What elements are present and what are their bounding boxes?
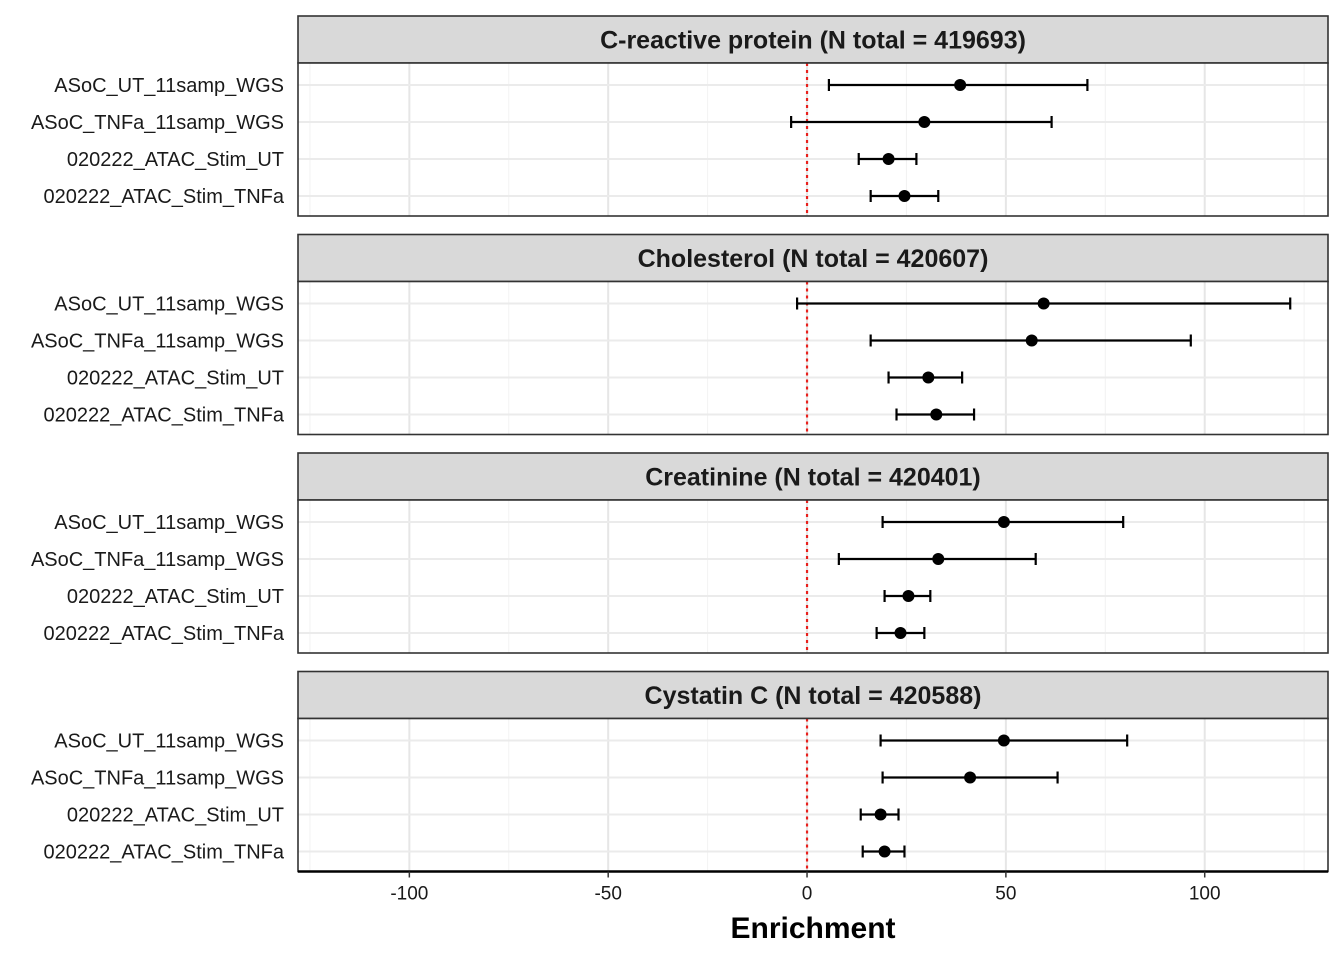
point-estimate <box>1025 334 1038 347</box>
category-label: 020222_ATAC_Stim_UT <box>67 805 284 827</box>
point-estimate <box>930 408 943 421</box>
point-estimate <box>932 553 945 565</box>
point-estimate <box>874 808 887 821</box>
panel-border <box>297 62 1329 217</box>
facet-strip <box>297 670 1329 720</box>
facet-strip-title: Cystatin C (N total = 420588) <box>645 682 982 710</box>
category-label: ASoC_TNFa_11samp_WGS <box>31 331 284 353</box>
point-estimate <box>898 190 911 202</box>
point-estimate <box>918 116 931 128</box>
category-label: ASoC_TNFa_11samp_WGS <box>31 112 284 134</box>
point-estimate <box>964 771 977 784</box>
point-estimate <box>997 516 1010 528</box>
x-tick-label: 50 <box>995 884 1016 905</box>
x-axis-title: Enrichment <box>730 912 895 945</box>
point-estimate <box>882 153 895 165</box>
category-label: 020222_ATAC_Stim_UT <box>67 149 284 171</box>
facet-strip <box>297 452 1329 501</box>
category-label: ASoC_UT_11samp_WGS <box>54 294 284 316</box>
panel-background <box>298 718 1328 872</box>
point-estimate <box>878 845 891 858</box>
point-estimate <box>902 590 915 602</box>
category-label: 020222_ATAC_Stim_TNFa <box>44 842 285 864</box>
facet-panel: Cholesterol (N total = 420607) ASoC_UT_11… <box>31 233 1329 436</box>
point-estimate <box>922 371 935 384</box>
facet-panels: C-reactive protein (N total = 419693) ASo… <box>31 15 1329 873</box>
x-axis: -100 -50 0 50 100 <box>298 870 1328 905</box>
point-estimate <box>997 734 1010 747</box>
facet-strip-title: C-reactive protein (N total = 419693) <box>600 27 1026 55</box>
category-label: 020222_ATAC_Stim_UT <box>67 586 284 608</box>
category-label: ASoC_UT_11samp_WGS <box>54 75 284 97</box>
category-label: ASoC_UT_11samp_WGS <box>54 512 284 534</box>
category-label: 020222_ATAC_Stim_UT <box>67 368 284 390</box>
panel-border <box>297 499 1329 654</box>
category-label: ASoC_UT_11samp_WGS <box>54 731 284 753</box>
category-label: 020222_ATAC_Stim_TNFa <box>44 405 285 427</box>
category-label: ASoC_TNFa_11samp_WGS <box>31 549 284 571</box>
x-tick-label: -50 <box>594 884 621 905</box>
panel-border <box>297 280 1329 436</box>
category-label: ASoC_TNFa_11samp_WGS <box>31 768 284 790</box>
x-tick-label: 0 <box>802 884 813 905</box>
facet-panel: C-reactive protein (N total = 419693) ASo… <box>31 15 1329 217</box>
panel-background <box>298 63 1328 216</box>
category-label: 020222_ATAC_Stim_TNFa <box>44 186 285 208</box>
point-estimate <box>894 627 907 639</box>
panel-background <box>298 500 1328 653</box>
facet-panel: Cystatin C (N total = 420588) ASoC_UT_11s… <box>31 670 1329 873</box>
facet-strip <box>297 233 1329 283</box>
facet-strip-title: Creatinine (N total = 420401) <box>645 464 981 492</box>
facet-strip-title: Cholesterol (N total = 420607) <box>638 245 989 273</box>
panel-background <box>298 281 1328 435</box>
x-tick-label: -100 <box>390 884 428 905</box>
point-estimate <box>954 79 967 91</box>
facet-panel: Creatinine (N total = 420401) ASoC_UT_11s… <box>31 452 1329 654</box>
x-tick-label: 100 <box>1189 884 1221 905</box>
facet-strip <box>297 15 1329 64</box>
category-label: 020222_ATAC_Stim_TNFa <box>44 623 285 645</box>
point-estimate <box>1037 297 1050 310</box>
